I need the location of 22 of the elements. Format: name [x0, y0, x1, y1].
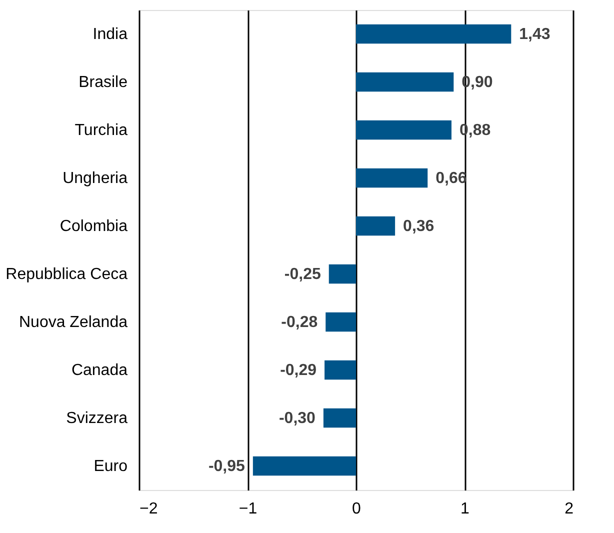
y-tick-label: Euro [94, 458, 128, 475]
data-label: -0,95 [208, 458, 246, 475]
y-tick-label: Repubblica Ceca [6, 266, 128, 283]
y-tick-label: Ungheria [62, 170, 128, 187]
y-tick-label: Canada [71, 362, 128, 379]
data-label: -0,28 [281, 314, 318, 331]
x-tick-label: −1 [238, 500, 258, 518]
y-tick-label: Turchia [74, 122, 128, 139]
y-tick-label: Svizzera [66, 410, 128, 427]
data-label: 1,43 [519, 26, 550, 43]
y-tick-label: Colombia [60, 218, 128, 235]
data-label: -0,30 [278, 410, 316, 427]
x-tick-label: 1 [460, 500, 470, 518]
data-label: -0,29 [280, 362, 317, 379]
y-tick-label: Brasile [78, 74, 128, 91]
x-tick-label: −2 [140, 500, 158, 518]
x-tick-label: 2 [564, 500, 574, 518]
y-tick-label: India [92, 26, 128, 43]
data-label: -0,25 [284, 266, 321, 283]
data-label: 0,36 [403, 218, 434, 235]
x-tick-label: 0 [352, 500, 362, 518]
y-tick-label: Nuova Zelanda [18, 314, 128, 331]
